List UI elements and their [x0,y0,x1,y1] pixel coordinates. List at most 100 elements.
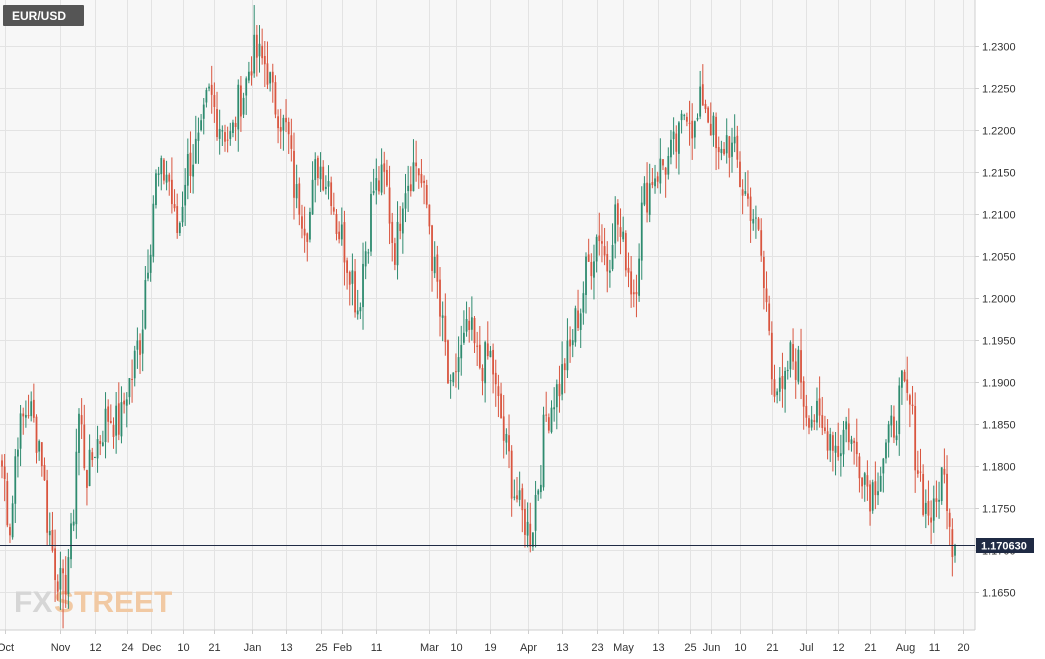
candle [744,172,747,196]
candle [494,359,497,407]
candle-body [407,185,410,192]
candle [696,113,699,122]
candle-body [152,203,155,257]
candle-body [632,292,635,295]
candle-body [922,473,925,515]
candle [407,165,410,212]
candle [861,476,863,499]
candle [444,293,447,356]
candle [473,315,476,353]
candle [370,181,372,256]
candle-body [139,340,141,355]
candle [932,485,935,533]
candle-body [404,193,407,209]
candle-body [893,416,895,438]
candle [489,346,492,358]
candle-body [802,381,805,407]
candle-body [417,168,420,176]
candle-body [638,258,641,296]
candle [810,405,813,431]
candle-body [301,216,303,229]
candle [452,372,455,387]
candle [486,321,489,360]
y-tick-label: 1.2250 [982,84,1016,96]
candle-body [303,228,306,236]
candle-body [86,470,88,488]
candle-body [322,166,325,191]
candle-body [691,120,694,139]
candle [582,281,585,325]
candle [314,152,317,203]
candle-body [51,529,54,551]
candle-body [577,310,579,328]
candle-body [354,271,356,313]
candle-body [614,204,617,244]
candle [659,138,662,194]
candle [120,386,123,444]
candle-body [908,395,911,405]
candle [54,529,56,602]
candle [662,159,664,170]
candle-body [78,413,80,453]
candle [35,414,38,464]
candle-body [271,71,274,83]
candle [250,56,253,86]
candle [247,61,250,84]
candle [88,434,91,487]
candle-body [741,189,744,196]
candle [290,118,293,162]
candle [569,326,571,363]
candle-body [370,193,372,252]
candle [611,223,614,272]
candle [948,508,951,546]
candle-body [555,384,558,408]
x-tick-label: Dec [142,642,162,654]
candle [813,414,816,431]
x-tick-label: 11 [371,642,382,654]
candle [192,144,195,194]
candle [863,471,866,502]
candle-body [500,393,502,419]
candle [139,333,141,374]
candle-body [277,116,279,129]
candle-body [247,71,250,81]
candle [670,129,672,165]
candle-body [808,418,810,428]
candle [895,420,898,446]
candle-body [455,371,457,373]
candle [401,202,404,254]
x-tick-label: Jun [703,642,721,654]
x-tick-label: 21 [766,642,778,654]
candle-body [855,441,858,455]
last-price-tag: 1.170630 [976,538,1034,553]
candle-body [606,253,609,272]
candle [3,454,6,502]
candle-body [924,502,927,514]
candle [282,114,285,151]
candle-body [250,71,253,76]
candle-body [476,345,479,347]
candle [619,208,622,255]
candle [831,431,834,472]
candle-body [62,568,64,574]
candle-body [91,452,94,460]
candle [261,28,264,65]
candle [240,75,242,132]
candle [391,212,394,262]
symbol-label-text: EUR/USD [12,9,66,23]
candle-body [914,405,917,471]
x-tick-label: 12 [832,642,844,654]
candle [874,461,877,510]
candle-body [901,370,903,388]
candle-body [749,196,752,221]
candle [590,253,593,290]
candle-body [470,317,473,330]
candle [210,65,213,114]
candle [500,382,502,419]
candle-body [54,548,56,581]
plot-area[interactable] [0,0,975,630]
candle-body [810,419,813,428]
x-tick-label: Feb [333,642,352,654]
candle-body [553,407,556,410]
